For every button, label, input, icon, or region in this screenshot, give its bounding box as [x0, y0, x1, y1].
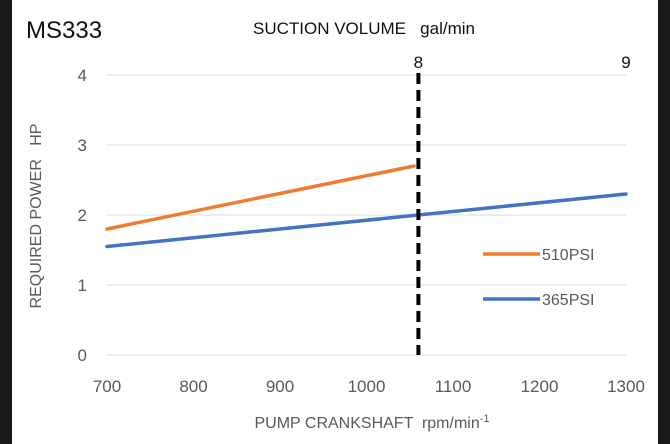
- legend-label: 510PSI: [542, 247, 594, 264]
- series-lines: [105, 164, 628, 249]
- x-tick-label: 900: [266, 377, 294, 396]
- legend: 510PSI 365PSI: [483, 247, 594, 309]
- y-tick-labels: 0 1 2 3 4: [78, 66, 87, 365]
- x-tick-label: 700: [93, 377, 121, 396]
- y-tick-label: 3: [78, 136, 87, 155]
- y-tick-label: 0: [78, 346, 87, 365]
- y-tick-label: 1: [78, 276, 87, 295]
- legend-label: 365PSI: [542, 292, 594, 309]
- model-label: MS333: [26, 17, 102, 44]
- chart-title: SUCTION VOLUME gal/min: [253, 19, 475, 38]
- secondary-x-tick-label: 9: [621, 53, 630, 72]
- gridlines: [107, 74, 626, 356]
- x-tick-labels: 700 800 900 1000 1100 1200 1300: [93, 377, 645, 396]
- y-tick-label: 4: [78, 66, 87, 85]
- series-line-510PSI: [105, 164, 416, 231]
- secondary-x-tick-label: 8: [414, 53, 423, 72]
- x-tick-label: 1100: [435, 377, 472, 396]
- y-axis-label: REQUIRED POWER HP: [28, 124, 45, 309]
- x-tick-label: 1200: [521, 377, 559, 396]
- x-axis-label: PUMP CRANKSHAFT rpm/min-1: [255, 413, 490, 432]
- x-axis-label-superscript: -1: [480, 413, 490, 425]
- x-tick-label: 1000: [348, 377, 386, 396]
- x-tick-label: 1300: [607, 377, 645, 396]
- x-axis-label-main: PUMP CRANKSHAFT rpm/min: [255, 415, 480, 432]
- series-line-365PSI: [105, 192, 628, 249]
- x-tick-label: 800: [179, 377, 207, 396]
- y-tick-label: 2: [78, 206, 87, 225]
